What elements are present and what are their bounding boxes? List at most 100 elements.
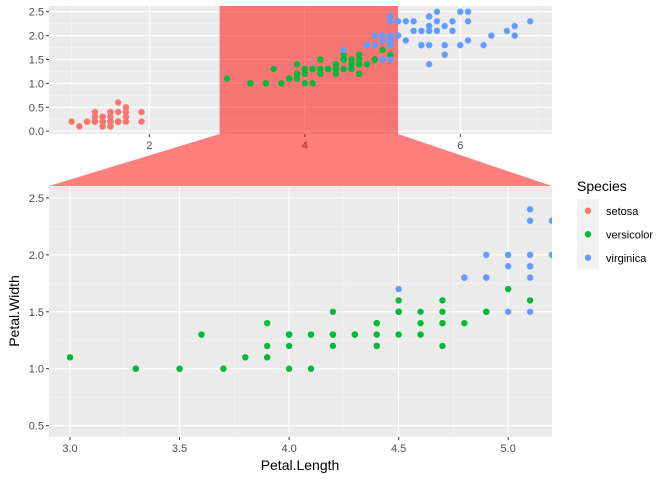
data-point-virginica [457, 8, 464, 15]
data-point-versicolor [373, 319, 380, 327]
zoom-connector-trapezoid [49, 134, 552, 186]
data-point-versicolor [317, 70, 324, 78]
data-point-versicolor [373, 342, 380, 350]
data-point-virginica [461, 274, 468, 281]
data-point-versicolor [461, 319, 468, 327]
data-point-setosa [114, 118, 122, 125]
data-point-versicolor [526, 297, 534, 304]
overview-y-tick-label: 2.0 [29, 31, 44, 43]
data-point-versicolor [483, 308, 490, 315]
data-point-versicolor [355, 51, 363, 58]
data-point-versicolor [395, 331, 402, 338]
data-point-virginica [526, 274, 534, 281]
data-point-versicolor [270, 65, 277, 73]
data-point-virginica [433, 27, 441, 35]
data-point-versicolor [301, 80, 308, 87]
data-point-virginica [658, 218, 664, 224]
data-point-versicolor [355, 70, 363, 78]
data-point-virginica [457, 41, 464, 49]
data-point-versicolor [220, 365, 227, 372]
zoom-y-tick-label: 1.0 [29, 364, 44, 376]
data-point-virginica [387, 32, 394, 39]
data-point-versicolor [363, 61, 371, 68]
data-point-virginica [425, 41, 433, 49]
data-point-virginica [387, 13, 394, 20]
zoom-x-tick-label: 4.5 [391, 443, 406, 455]
data-point-virginica [394, 32, 402, 39]
data-point-virginica [387, 56, 394, 63]
data-point-virginica [418, 27, 425, 35]
data-point-virginica [636, 274, 642, 280]
data-point-versicolor [242, 354, 249, 361]
data-point-virginica [402, 37, 410, 44]
zoom-x-tick-label: 5.0 [501, 443, 516, 455]
data-point-virginica [504, 251, 512, 259]
data-point-virginica [526, 251, 534, 259]
data-point-virginica [371, 41, 378, 49]
data-point-versicolor [293, 70, 301, 78]
data-point-versicolor [307, 331, 315, 338]
data-point-versicolor [223, 75, 231, 82]
data-point-virginica [425, 61, 433, 68]
data-point-versicolor [293, 61, 301, 68]
zoom-y-tick-label: 2.0 [29, 250, 44, 262]
data-point-virginica [527, 18, 534, 25]
data-point-virginica [548, 217, 552, 224]
data-point-virginica [449, 18, 456, 25]
data-point-setosa [99, 123, 106, 130]
data-point-setosa [91, 118, 99, 125]
zoom-panel: 3.0 3.5 4.0 4.5 5.0 0.5 1.0 1.5 2.0 2.5 [29, 186, 664, 455]
legend-label-virginica: virginica [606, 253, 647, 265]
data-point-virginica [526, 308, 534, 315]
data-point-virginica [658, 240, 664, 246]
data-point-versicolor [417, 308, 424, 315]
data-point-versicolor [293, 75, 301, 82]
data-point-setosa [122, 104, 130, 111]
data-point-setosa [99, 118, 106, 125]
data-point-versicolor [355, 61, 363, 68]
data-point-versicolor [278, 80, 285, 87]
data-point-virginica [504, 308, 512, 315]
data-point-virginica [387, 41, 394, 49]
data-point-virginica [363, 41, 371, 49]
data-point-virginica [371, 32, 378, 39]
data-point-versicolor [285, 342, 293, 350]
data-point-setosa [114, 108, 122, 116]
data-point-virginica [571, 263, 577, 269]
data-point-versicolor [264, 354, 271, 361]
data-point-versicolor [348, 65, 355, 73]
data-point-virginica [441, 22, 448, 30]
data-point-virginica [410, 18, 417, 25]
data-point-virginica [548, 251, 552, 259]
overview-panel: 2460.00.51.01.52.02.5 [29, 6, 552, 152]
data-point-versicolor [264, 342, 271, 350]
data-point-setosa [68, 118, 75, 125]
data-point-virginica [511, 22, 518, 30]
data-point-versicolor [317, 56, 324, 63]
data-point-virginica [480, 41, 487, 49]
data-point-setosa [122, 118, 130, 125]
data-point-virginica [615, 274, 621, 280]
data-point-virginica [526, 206, 534, 213]
zoom-region-highlight [219, 6, 399, 134]
data-point-setosa [114, 99, 122, 106]
data-point-versicolor [332, 70, 340, 78]
legend-key-virginica [584, 254, 592, 261]
overview-y-tick-label: 1.0 [29, 78, 44, 90]
data-point-virginica [636, 320, 642, 326]
data-point-virginica [526, 263, 534, 270]
data-point-versicolor [395, 297, 402, 304]
zoom-series-versicolor [66, 274, 534, 372]
overview-y-tick-label: 1.5 [29, 54, 44, 66]
data-point-setosa [138, 108, 145, 116]
data-point-virginica [387, 18, 394, 25]
data-point-virginica [504, 263, 512, 270]
zoom-x-tick-label: 3.0 [62, 443, 77, 455]
zoom-y-tick-label: 0.5 [29, 421, 44, 433]
data-point-versicolor [387, 51, 394, 58]
data-point-versicolor [439, 308, 446, 315]
data-point-virginica [425, 27, 433, 35]
data-point-versicolor [329, 331, 337, 338]
data-point-virginica [464, 18, 472, 25]
data-point-versicolor [351, 331, 359, 338]
